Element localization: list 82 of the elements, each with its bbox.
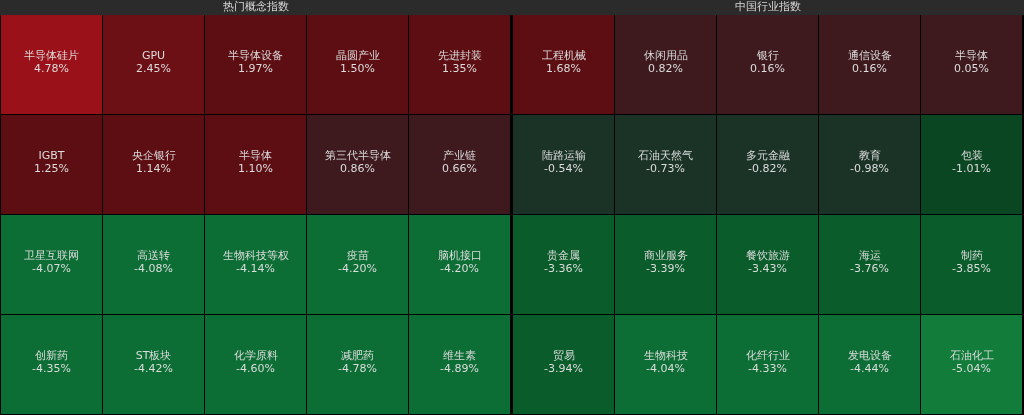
category-label: 海运 (858, 248, 881, 262)
category-label: 陆路运输 (541, 148, 586, 162)
category-label: 商业服务 (643, 248, 688, 262)
category-label: 创新药 (35, 348, 68, 362)
data-label: -3.39% (646, 261, 685, 275)
data-label: 1.97% (238, 61, 273, 75)
category-label: 维生素 (443, 348, 476, 362)
category-label: 高送转 (137, 248, 170, 262)
data-label: 1.50% (340, 61, 375, 75)
category-label: 包装 (960, 148, 983, 162)
data-label: -4.44% (850, 361, 889, 375)
data-label: 0.16% (852, 61, 887, 75)
data-label: -0.82% (748, 161, 787, 175)
data-label: 1.25% (34, 161, 69, 175)
data-label: 1.35% (442, 61, 477, 75)
category-label: 脑机接口 (437, 248, 482, 262)
category-label: 发电设备 (847, 348, 892, 362)
category-label: 半导体硅片 (24, 48, 79, 62)
data-label: -4.60% (236, 361, 275, 375)
category-label: GPU (141, 48, 166, 62)
category-label: ST板块 (135, 348, 172, 362)
category-label: 减肥药 (341, 348, 374, 362)
category-label: 第三代半导体 (324, 148, 391, 162)
data-label: -4.35% (32, 361, 71, 375)
data-label: -3.85% (952, 261, 991, 275)
data-label: -4.04% (646, 361, 685, 375)
category-label: 银行 (755, 48, 779, 62)
text: 中国行业指数 (735, 0, 801, 14)
data-label: 1.10% (238, 161, 273, 175)
data-label: 4.78% (34, 61, 69, 75)
data-label: 0.05% (954, 61, 989, 75)
category-label: 产业链 (443, 148, 476, 162)
data-label: -4.14% (236, 261, 275, 275)
category-label: 生物科技等权 (222, 248, 289, 262)
data-label: -1.01% (952, 161, 991, 175)
data-label: 1.68% (546, 61, 581, 75)
data-label: -3.76% (850, 261, 889, 275)
data-label: -4.33% (748, 361, 787, 375)
category-label: 疫苗 (346, 248, 369, 262)
category-label: 半导体 (239, 148, 272, 162)
category-label: 餐饮旅游 (745, 248, 790, 262)
category-label: 贵金属 (547, 248, 580, 262)
data-label: -3.94% (544, 361, 583, 375)
data-label: 2.45% (136, 61, 171, 75)
data-label: -4.89% (440, 361, 479, 375)
data-label: -0.54% (544, 161, 583, 175)
data-label: -4.42% (134, 361, 173, 375)
data-label: 0.66% (442, 161, 477, 175)
data-label: 1.14% (136, 161, 171, 175)
category-label: 央企银行 (131, 148, 176, 162)
category-label: 生物科技 (643, 348, 688, 362)
data-label: -4.20% (338, 261, 377, 275)
data-label: -4.07% (32, 261, 71, 275)
category-label: 通信设备 (847, 48, 892, 62)
category-label: 制药 (960, 248, 983, 262)
data-label: -4.20% (440, 261, 479, 275)
data-label: -3.36% (544, 261, 583, 275)
category-label: 石油天然气 (638, 148, 693, 162)
category-label: 多元金融 (745, 148, 790, 162)
category-label: 晶圆产业 (335, 48, 380, 62)
data-label: -0.73% (646, 161, 685, 175)
category-label: 化学原料 (233, 348, 278, 362)
data-label: 0.16% (750, 61, 785, 75)
data-label: -4.08% (134, 261, 173, 275)
text: 热门概念指数 (223, 0, 289, 14)
category-label: 卫星互联网 (24, 248, 79, 262)
data-label: -4.78% (338, 361, 377, 375)
data-label: 0.82% (648, 61, 683, 75)
category-label: 半导体设备 (228, 48, 283, 62)
category-label: 半导体 (955, 48, 988, 62)
data-label: -5.04% (952, 361, 991, 375)
data-label: 0.86% (340, 161, 375, 175)
category-label: 先进封装 (437, 48, 482, 62)
category-label: 休闲用品 (643, 48, 688, 62)
category-label: 化纤行业 (745, 348, 790, 362)
data-label: -3.43% (748, 261, 787, 275)
category-label: 教育 (858, 148, 881, 162)
category-label: IGBT (38, 148, 65, 162)
category-label: 工程机械 (541, 48, 586, 62)
data-label: -0.98% (850, 161, 889, 175)
category-label: 石油化工 (949, 348, 994, 362)
category-label: 贸易 (552, 348, 575, 362)
